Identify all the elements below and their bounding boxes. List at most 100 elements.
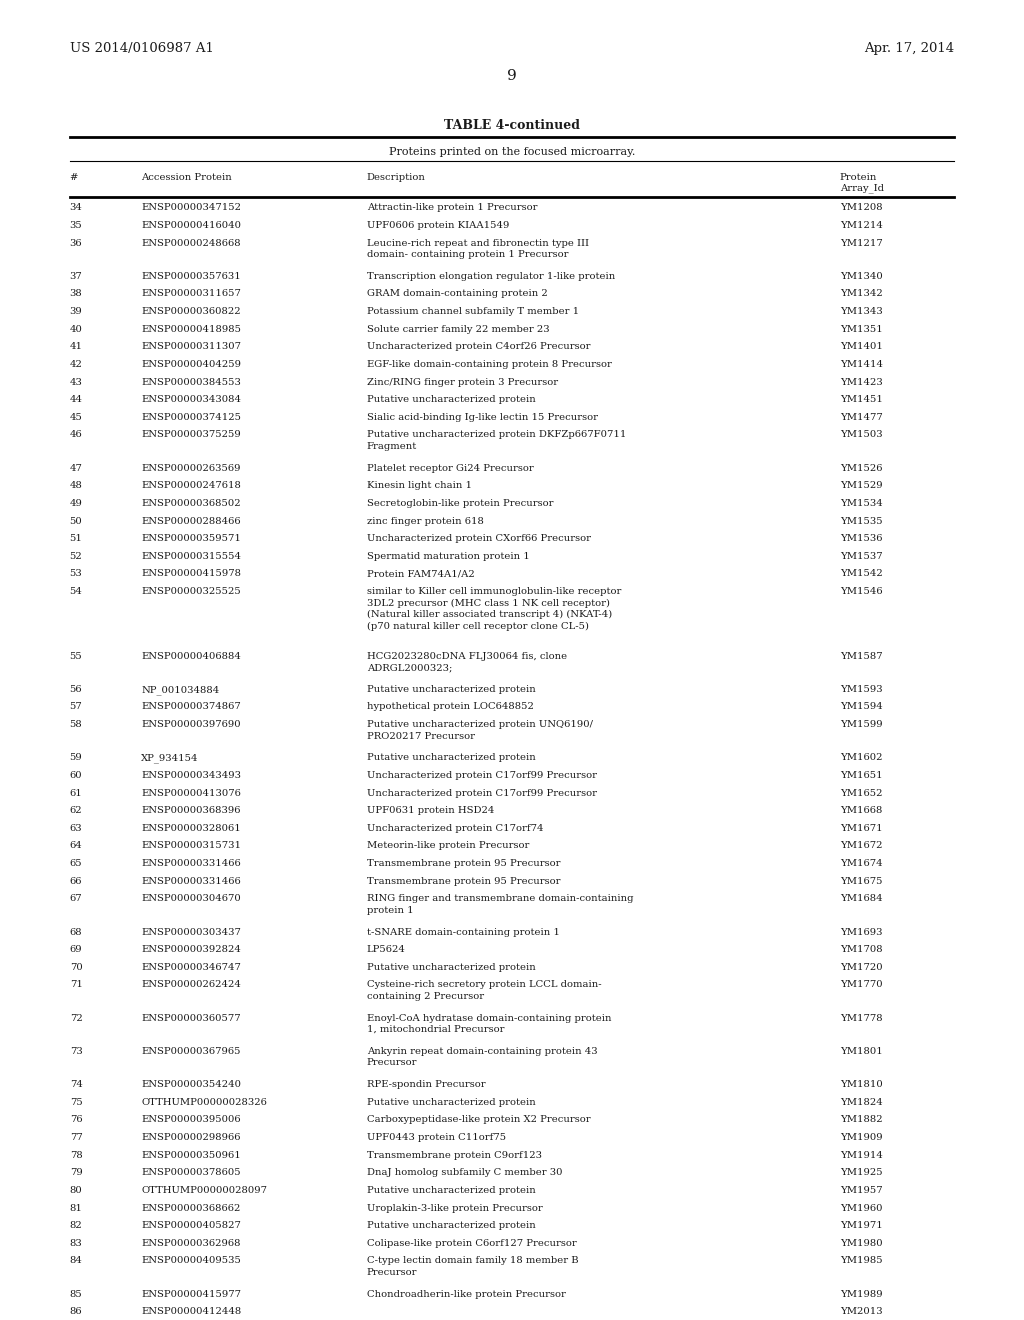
Text: ENSP00000362968: ENSP00000362968 xyxy=(141,1238,241,1247)
Text: 75: 75 xyxy=(70,1098,82,1107)
Text: 78: 78 xyxy=(70,1151,82,1160)
Text: ENSP00000367965: ENSP00000367965 xyxy=(141,1047,241,1056)
Text: GRAM domain-containing protein 2: GRAM domain-containing protein 2 xyxy=(367,289,548,298)
Text: 83: 83 xyxy=(70,1238,82,1247)
Text: 76: 76 xyxy=(70,1115,82,1125)
Text: Transmembrane protein C9orf123: Transmembrane protein C9orf123 xyxy=(367,1151,542,1160)
Text: Meteorin-like protein Precursor: Meteorin-like protein Precursor xyxy=(367,841,529,850)
Text: YM1214: YM1214 xyxy=(840,220,883,230)
Text: ENSP00000368502: ENSP00000368502 xyxy=(141,499,241,508)
Text: UPF0606 protein KIAA1549: UPF0606 protein KIAA1549 xyxy=(367,220,509,230)
Text: ENSP00000347152: ENSP00000347152 xyxy=(141,203,242,213)
Text: YM1477: YM1477 xyxy=(840,413,883,422)
Text: 59: 59 xyxy=(70,754,82,763)
Text: YM1208: YM1208 xyxy=(840,203,883,213)
Text: Potassium channel subfamily T member 1: Potassium channel subfamily T member 1 xyxy=(367,308,579,315)
Text: YM1778: YM1778 xyxy=(840,1014,883,1023)
Text: YM1671: YM1671 xyxy=(840,824,883,833)
Text: YM1594: YM1594 xyxy=(840,702,883,711)
Text: 55: 55 xyxy=(70,652,82,660)
Text: ENSP00000262424: ENSP00000262424 xyxy=(141,981,242,990)
Text: Attractin-like protein 1 Precursor: Attractin-like protein 1 Precursor xyxy=(367,203,538,213)
Text: Colipase-like protein C6orf127 Precursor: Colipase-like protein C6orf127 Precursor xyxy=(367,1238,577,1247)
Text: YM1668: YM1668 xyxy=(840,807,882,816)
Text: Putative uncharacterized protein DKFZp667F0711
Fragment: Putative uncharacterized protein DKFZp66… xyxy=(367,430,626,451)
Text: 42: 42 xyxy=(70,360,83,368)
Text: YM2013: YM2013 xyxy=(840,1307,883,1316)
Text: 35: 35 xyxy=(70,220,82,230)
Text: ENSP00000409535: ENSP00000409535 xyxy=(141,1257,242,1266)
Text: ENSP00000343084: ENSP00000343084 xyxy=(141,395,242,404)
Text: NP_001034884: NP_001034884 xyxy=(141,685,219,694)
Text: ENSP00000412448: ENSP00000412448 xyxy=(141,1307,242,1316)
Text: ENSP00000368396: ENSP00000368396 xyxy=(141,807,241,816)
Text: RING finger and transmembrane domain-containing
protein 1: RING finger and transmembrane domain-con… xyxy=(367,894,633,915)
Text: 82: 82 xyxy=(70,1221,82,1230)
Text: YM1343: YM1343 xyxy=(840,308,883,315)
Text: ENSP00000328061: ENSP00000328061 xyxy=(141,824,241,833)
Text: ENSP00000288466: ENSP00000288466 xyxy=(141,516,241,525)
Text: ENSP00000418985: ENSP00000418985 xyxy=(141,325,242,334)
Text: YM1674: YM1674 xyxy=(840,859,883,869)
Text: OTTHUMP00000028326: OTTHUMP00000028326 xyxy=(141,1098,267,1107)
Text: ENSP00000415978: ENSP00000415978 xyxy=(141,569,242,578)
Text: Secretoglobin-like protein Precursor: Secretoglobin-like protein Precursor xyxy=(367,499,553,508)
Text: YM1542: YM1542 xyxy=(840,569,883,578)
Text: ENSP00000357631: ENSP00000357631 xyxy=(141,272,241,281)
Text: ENSP00000395006: ENSP00000395006 xyxy=(141,1115,241,1125)
Text: YM1529: YM1529 xyxy=(840,482,883,490)
Text: 52: 52 xyxy=(70,552,82,561)
Text: YM1882: YM1882 xyxy=(840,1115,883,1125)
Text: YM1810: YM1810 xyxy=(840,1080,883,1089)
Text: YM1602: YM1602 xyxy=(840,754,883,763)
Text: 56: 56 xyxy=(70,685,82,694)
Text: 63: 63 xyxy=(70,824,82,833)
Text: YM1593: YM1593 xyxy=(840,685,883,694)
Text: UPF0631 protein HSD24: UPF0631 protein HSD24 xyxy=(367,807,494,816)
Text: ENSP00000406884: ENSP00000406884 xyxy=(141,652,242,660)
Text: hypothetical protein LOC648852: hypothetical protein LOC648852 xyxy=(367,702,534,711)
Text: YM1537: YM1537 xyxy=(840,552,883,561)
Text: 74: 74 xyxy=(70,1080,83,1089)
Text: Putative uncharacterized protein: Putative uncharacterized protein xyxy=(367,1185,536,1195)
Text: 79: 79 xyxy=(70,1168,82,1177)
Text: 51: 51 xyxy=(70,535,83,543)
Text: Sialic acid-binding Ig-like lectin 15 Precursor: Sialic acid-binding Ig-like lectin 15 Pr… xyxy=(367,413,598,422)
Text: YM1342: YM1342 xyxy=(840,289,883,298)
Text: ENSP00000343493: ENSP00000343493 xyxy=(141,771,242,780)
Text: 65: 65 xyxy=(70,859,82,869)
Text: HCG2023280cDNA FLJ30064 fis, clone
ADRGL2000323;: HCG2023280cDNA FLJ30064 fis, clone ADRGL… xyxy=(367,652,566,672)
Text: Apr. 17, 2014: Apr. 17, 2014 xyxy=(864,42,954,55)
Text: ENSP00000374125: ENSP00000374125 xyxy=(141,413,242,422)
Text: YM1909: YM1909 xyxy=(840,1133,883,1142)
Text: YM1770: YM1770 xyxy=(840,981,883,990)
Text: ENSP00000416040: ENSP00000416040 xyxy=(141,220,242,230)
Text: YM1925: YM1925 xyxy=(840,1168,883,1177)
Text: 66: 66 xyxy=(70,876,82,886)
Text: YM1503: YM1503 xyxy=(840,430,883,440)
Text: YM1546: YM1546 xyxy=(840,587,883,597)
Text: zinc finger protein 618: zinc finger protein 618 xyxy=(367,516,483,525)
Text: Leucine-rich repeat and fibronectin type III
domain- containing protein 1 Precur: Leucine-rich repeat and fibronectin type… xyxy=(367,239,589,259)
Text: 44: 44 xyxy=(70,395,83,404)
Text: 50: 50 xyxy=(70,516,82,525)
Text: ENSP00000375259: ENSP00000375259 xyxy=(141,430,241,440)
Text: ENSP00000404259: ENSP00000404259 xyxy=(141,360,242,368)
Text: YM1217: YM1217 xyxy=(840,239,883,248)
Text: 72: 72 xyxy=(70,1014,82,1023)
Text: ENSP00000325525: ENSP00000325525 xyxy=(141,587,241,597)
Text: 46: 46 xyxy=(70,430,82,440)
Text: #: # xyxy=(70,173,78,182)
Text: Platelet receptor Gi24 Precursor: Platelet receptor Gi24 Precursor xyxy=(367,463,534,473)
Text: Spermatid maturation protein 1: Spermatid maturation protein 1 xyxy=(367,552,529,561)
Text: Transcription elongation regulator 1-like protein: Transcription elongation regulator 1-lik… xyxy=(367,272,614,281)
Text: 49: 49 xyxy=(70,499,83,508)
Text: 61: 61 xyxy=(70,788,82,797)
Text: ENSP00000315731: ENSP00000315731 xyxy=(141,841,242,850)
Text: ENSP00000248668: ENSP00000248668 xyxy=(141,239,241,248)
Text: Uroplakin-3-like protein Precursor: Uroplakin-3-like protein Precursor xyxy=(367,1204,543,1213)
Text: YM1989: YM1989 xyxy=(840,1290,883,1299)
Text: Putative uncharacterized protein: Putative uncharacterized protein xyxy=(367,395,536,404)
Text: 53: 53 xyxy=(70,569,82,578)
Text: ENSP00000415977: ENSP00000415977 xyxy=(141,1290,242,1299)
